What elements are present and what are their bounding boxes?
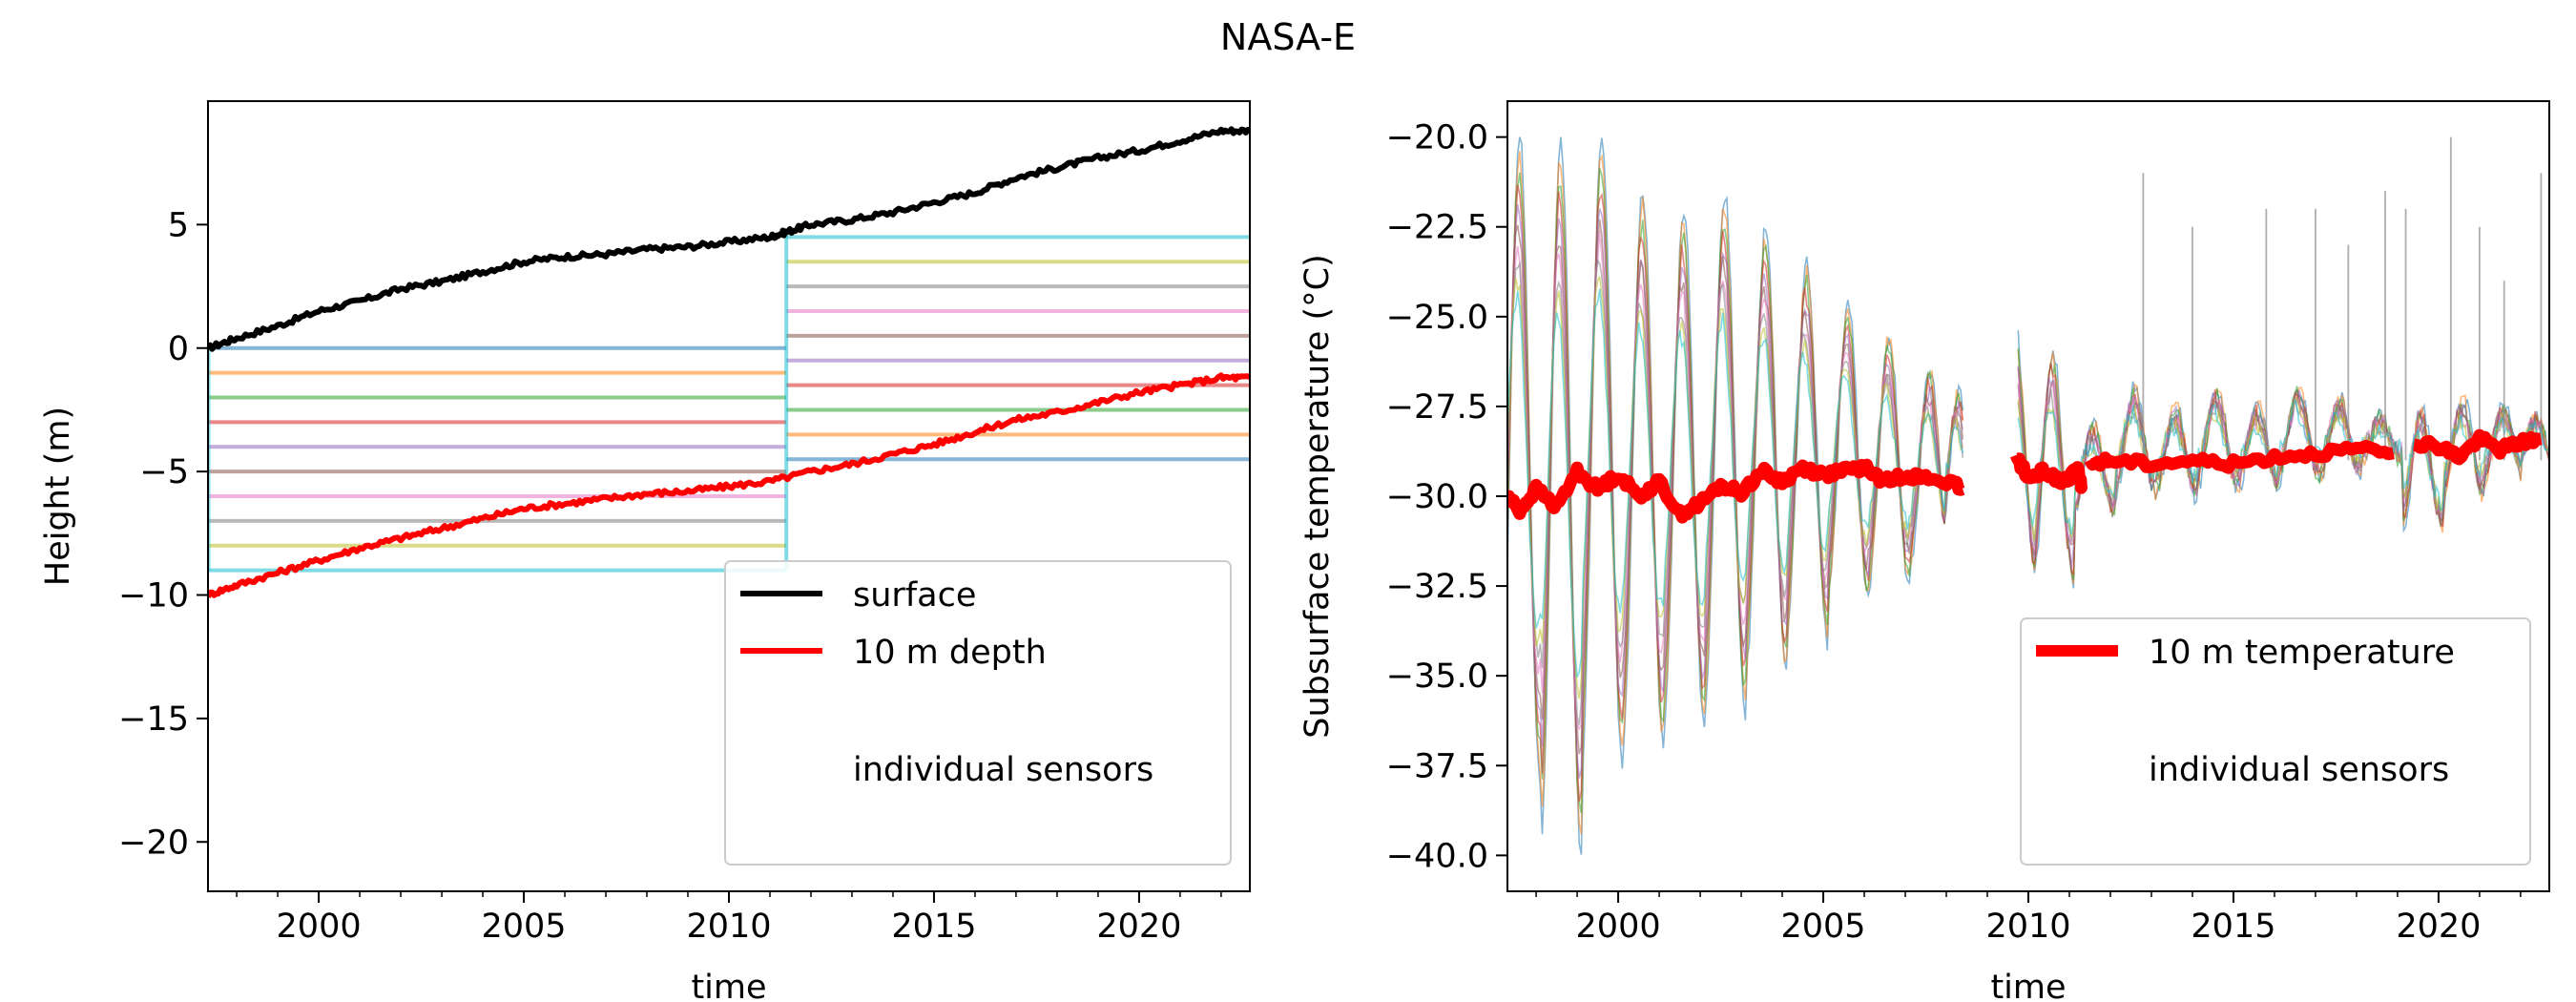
x-axis-tick-label: 2015 <box>891 908 976 946</box>
sensor-trace <box>1507 288 2549 678</box>
x-axis-label: time <box>691 969 766 1002</box>
x-axis-tick-label: 2000 <box>1576 908 1661 946</box>
y-axis-label: Height (m) <box>39 407 77 586</box>
x-axis-label: time <box>1990 969 2066 1002</box>
x-axis-ticks: 2000 2005 2010 2015 2020 <box>236 891 1222 946</box>
x-axis-ticks: 2000 2005 2010 2015 2020 <box>1535 891 2522 946</box>
y-axis-tick-label: 5 <box>168 206 189 244</box>
y-axis-tick-label: −10 <box>118 577 189 616</box>
y-axis-tick-label: −20.0 <box>1386 119 1488 157</box>
y-axis-tick-label: −5 <box>139 453 189 491</box>
y-axis-tick-label: −15 <box>118 700 189 739</box>
series-line-10m-depth <box>208 372 1250 598</box>
legend-label-10m-depth: 10 m depth <box>853 634 1047 672</box>
y-axis-tick-label: 0 <box>168 330 189 368</box>
y-axis-tick-label: −22.5 <box>1386 209 1488 247</box>
x-axis-tick-label: 2020 <box>1096 908 1181 946</box>
series-line-10m-temperature <box>2084 439 2396 474</box>
y-axis-tick-label: −35.0 <box>1386 658 1488 696</box>
legend: surface 10 m depth individual sensors <box>724 560 1232 866</box>
legend: 10 m temperature individual sensors <box>2020 617 2531 866</box>
figure-title: NASA-E <box>1220 16 1356 58</box>
legend-label-individual-sensors: individual sensors <box>853 751 1153 789</box>
series-line-surface <box>208 126 1250 352</box>
y-axis-tick-label: −25.0 <box>1386 299 1488 337</box>
legend-label-individual-sensors: individual sensors <box>2149 751 2449 789</box>
y-axis-ticks: −20.0 −22.5 −25.0 −27.5 −30.0 −32.5 −35.0 −37.5… <box>1386 119 1507 875</box>
temperature-chart: 2000 2005 2010 2015 2020 −20.0 −22.5 −25.0 −27.… <box>1298 100 2550 1002</box>
series-line-10m-temperature <box>2010 452 2088 494</box>
individual-sensor-lines <box>1507 136 2549 855</box>
y-axis-label: Subsurface temperature (°C) <box>1298 254 1337 738</box>
height-series <box>208 126 1250 598</box>
temperature-series <box>1507 428 2545 524</box>
x-axis-tick-label: 2005 <box>1781 908 1866 946</box>
series-line-10m-temperature <box>1507 458 1967 524</box>
x-axis-tick-label: 2000 <box>277 908 362 946</box>
height-chart: 2000 2005 2010 2015 2020 50−5−10−15−20 time … <box>39 100 1251 1002</box>
y-axis-tick-label: −40.0 <box>1386 837 1488 875</box>
y-axis-tick-label: −20 <box>118 824 189 862</box>
y-axis-tick-label: −30.0 <box>1386 478 1488 516</box>
y-axis-tick-label: −32.5 <box>1386 568 1488 606</box>
legend-label-surface: surface <box>853 576 976 615</box>
x-axis-tick-label: 2020 <box>2396 908 2481 946</box>
individual-sensor-lines <box>208 235 1250 573</box>
legend-box <box>724 560 1232 866</box>
legend-box <box>2020 617 2531 866</box>
x-axis-tick-label: 2010 <box>1985 908 2070 946</box>
series-line-10m-temperature <box>2410 428 2545 466</box>
legend-label-10m-temperature: 10 m temperature <box>2149 634 2455 672</box>
y-axis-ticks: 5 0 −5 −10 −15 −20 <box>118 206 208 862</box>
x-axis-tick-label: 2010 <box>686 908 771 946</box>
y-axis-tick-label: −27.5 <box>1386 388 1488 427</box>
x-axis-tick-label: 2005 <box>482 908 567 946</box>
x-axis-tick-label: 2015 <box>2191 908 2275 946</box>
y-axis-tick-label: −37.5 <box>1386 747 1488 785</box>
